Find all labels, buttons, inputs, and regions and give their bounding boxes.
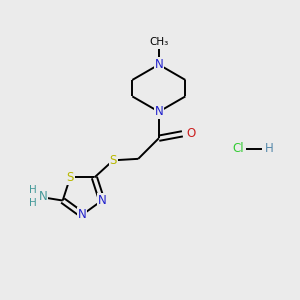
Text: H: H: [29, 185, 37, 195]
Text: N: N: [98, 194, 106, 207]
Text: N: N: [154, 105, 163, 118]
Text: S: S: [110, 154, 117, 167]
Text: O: O: [187, 127, 196, 140]
Text: H: H: [29, 199, 37, 208]
Text: N: N: [39, 190, 47, 202]
Text: Cl: Cl: [232, 142, 244, 155]
Text: N: N: [78, 208, 87, 221]
Text: S: S: [67, 171, 74, 184]
Text: CH₃: CH₃: [149, 37, 169, 47]
Text: N: N: [154, 58, 163, 71]
Text: H: H: [265, 142, 274, 155]
